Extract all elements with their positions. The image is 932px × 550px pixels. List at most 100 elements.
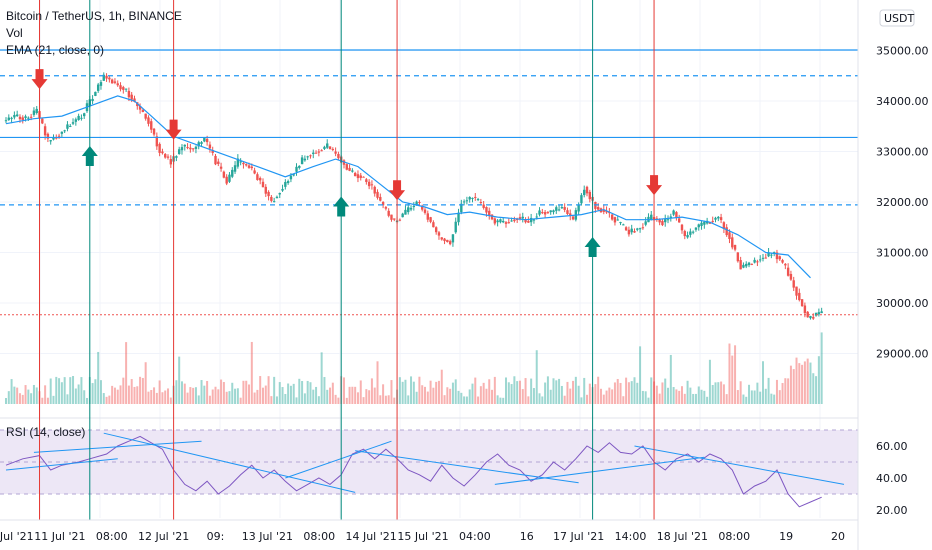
volume-bar: [538, 393, 541, 404]
rsi-line: [5, 435, 822, 508]
volume-bar: [625, 377, 628, 404]
volume-bar: [544, 382, 547, 404]
candle-body: [306, 156, 309, 158]
candle-body: [261, 181, 265, 188]
time-tick-label: 16: [520, 530, 534, 543]
candle-body: [312, 152, 315, 155]
candle-body: [314, 152, 318, 154]
volume-bar: [432, 387, 435, 404]
volume-bar: [186, 392, 189, 404]
volume-bar: [532, 388, 535, 404]
volume-bar: [153, 387, 156, 404]
volume-bar: [806, 358, 809, 404]
volume-bar: [217, 389, 220, 404]
volume-bar: [44, 385, 47, 404]
candle-body: [409, 207, 413, 210]
volume-bar: [611, 389, 614, 404]
candle-body: [138, 106, 142, 110]
volume-bar: [303, 393, 306, 404]
volume-bar: [454, 379, 457, 404]
time-tick-label: 08:00: [96, 530, 128, 543]
candle-body: [446, 239, 449, 242]
volume-bar: [759, 391, 762, 404]
candle-body: [619, 222, 622, 224]
candle-body: [94, 91, 97, 96]
candle-body: [222, 171, 226, 178]
candle-body: [55, 137, 58, 139]
candle-body: [303, 158, 307, 161]
volume-bar: [58, 378, 61, 404]
candle-body: [208, 144, 212, 149]
candle-body: [538, 210, 541, 215]
volume-series: [5, 332, 823, 404]
volume-bar: [72, 376, 75, 404]
volume-bar: [770, 393, 773, 404]
volume-bar: [627, 382, 630, 404]
candle-body: [703, 221, 706, 225]
candle-body: [331, 148, 335, 150]
volume-bar: [211, 389, 214, 404]
volume-bar: [474, 377, 477, 404]
volume-bar: [549, 389, 552, 404]
buy-arrow-icon: [333, 196, 350, 217]
volume-bar: [722, 384, 725, 404]
candle-body: [102, 74, 105, 81]
candle-body: [74, 119, 78, 122]
symbol-title: Bitcoin / TetherUS, 1h, BINANCE: [6, 9, 182, 23]
candle-body: [798, 292, 801, 301]
candle-body: [130, 94, 133, 100]
time-tick-label: 15 Jul '21: [397, 530, 448, 543]
volume-bar: [16, 387, 19, 404]
candle-body: [278, 192, 281, 195]
candle-body: [809, 316, 812, 319]
candle-body: [468, 197, 471, 200]
volume-bar: [113, 387, 116, 404]
volume-bar: [605, 390, 608, 404]
symbol-legend[interactable]: Bitcoin / TetherUS, 1h, BINANCE Vol EMA …: [6, 8, 182, 59]
volume-bar: [158, 380, 161, 404]
volume-bar: [169, 397, 172, 404]
candle-body: [289, 175, 293, 180]
candle-body: [295, 166, 298, 172]
volume-bar: [764, 388, 767, 404]
candle-body: [99, 82, 103, 86]
candle-body: [197, 142, 200, 147]
volume-bar: [108, 395, 111, 404]
candle-body: [529, 217, 533, 223]
candle-body: [689, 231, 692, 235]
volume-bar: [552, 378, 555, 404]
candle-body: [451, 234, 455, 243]
volume-bar: [256, 389, 259, 404]
volume-bar: [499, 397, 502, 404]
volume-bar: [77, 384, 80, 404]
candle-body: [552, 210, 555, 213]
candle-body: [166, 156, 170, 158]
candle-body: [432, 222, 435, 228]
volume-bar: [583, 377, 586, 404]
volume-bar: [650, 377, 653, 404]
volume-bar: [683, 393, 686, 404]
candle-body: [806, 311, 809, 318]
volume-bar: [390, 380, 393, 404]
candle-body: [434, 227, 438, 233]
candle-body: [736, 252, 740, 262]
volume-bar: [437, 380, 440, 404]
candle-body: [677, 218, 681, 223]
volume-bar: [99, 380, 102, 404]
rsi-tick-label: 40.00: [876, 472, 908, 485]
candle-body: [686, 235, 689, 238]
candle-body: [200, 142, 203, 144]
candle-body: [205, 138, 209, 143]
volume-bar: [739, 381, 742, 404]
sell-arrow-icon: [389, 180, 406, 201]
candle-body: [96, 84, 100, 91]
candle-body: [186, 147, 189, 149]
volume-bar: [362, 397, 365, 404]
volume-bar: [619, 382, 622, 404]
candle-body: [462, 201, 466, 203]
volume-bar: [250, 341, 253, 404]
rsi-legend[interactable]: RSI (14, close): [6, 424, 85, 441]
time-tick-label: 13 Jul '21: [242, 530, 293, 543]
candle-body: [789, 273, 793, 280]
